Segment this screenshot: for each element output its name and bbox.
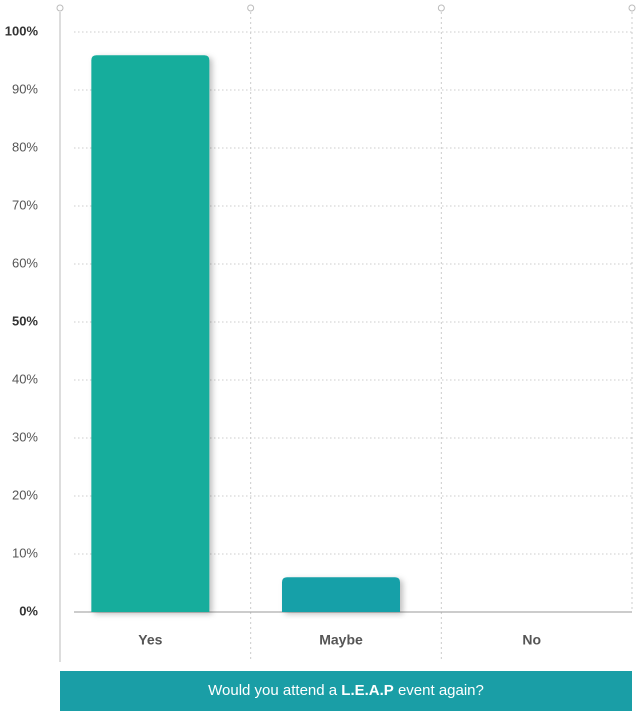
y-tick-label: 40% bbox=[12, 371, 38, 386]
title-part: Would you attend a bbox=[208, 682, 341, 699]
bar bbox=[282, 577, 400, 612]
y-tick-label: 50% bbox=[12, 313, 38, 328]
separator-cap bbox=[437, 4, 445, 12]
chart-title: Would you attend a L.E.A.P event again? bbox=[208, 682, 484, 699]
y-tick-label: 0% bbox=[19, 603, 38, 618]
x-tick-label: Maybe bbox=[319, 632, 363, 648]
x-tick-label: Yes bbox=[138, 632, 162, 648]
y-tick-label: 80% bbox=[12, 139, 38, 154]
separator-cap bbox=[628, 4, 636, 12]
separator-cap bbox=[56, 4, 64, 12]
x-tick-label: No bbox=[522, 632, 541, 648]
title-part: event again? bbox=[394, 682, 484, 699]
title-banner bbox=[60, 671, 632, 711]
y-tick-label: 100% bbox=[5, 23, 39, 38]
title-part: L.E.A.P bbox=[341, 682, 394, 699]
y-tick-label: 60% bbox=[12, 255, 38, 270]
y-tick-label: 20% bbox=[12, 487, 38, 502]
y-tick-label: 70% bbox=[12, 197, 38, 212]
bar bbox=[91, 55, 210, 612]
separator-cap bbox=[247, 4, 255, 12]
y-tick-label: 10% bbox=[12, 545, 38, 560]
y-tick-label: 30% bbox=[12, 429, 38, 444]
y-tick-label: 90% bbox=[12, 81, 38, 96]
